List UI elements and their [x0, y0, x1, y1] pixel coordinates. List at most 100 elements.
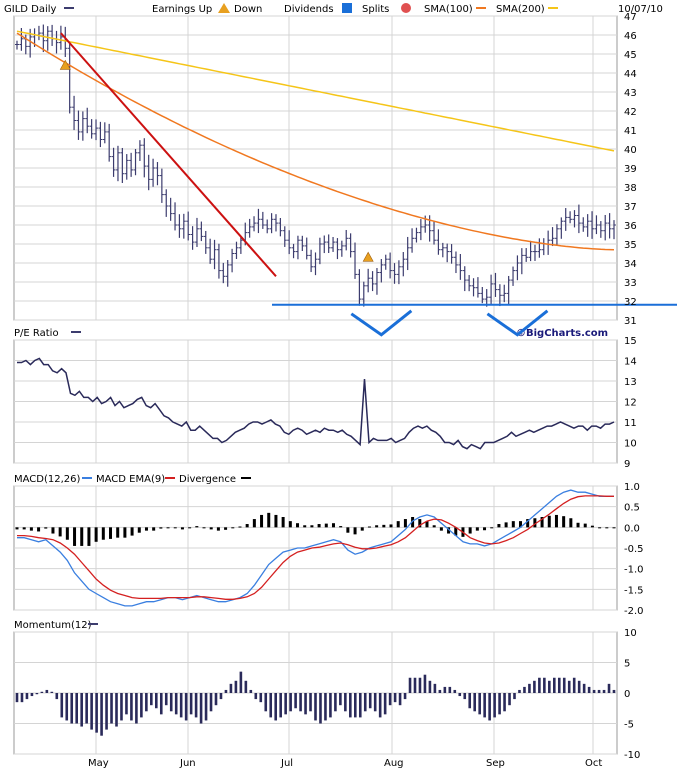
divergence-bar	[432, 525, 436, 528]
momentum-bar	[55, 693, 59, 700]
divergence-bar	[475, 527, 479, 531]
divergence-bar	[109, 527, 113, 539]
divergence-bar	[533, 518, 537, 528]
momentum-bar	[299, 693, 302, 712]
x-tick-label: Aug	[384, 758, 404, 769]
momentum-bar	[229, 683, 233, 693]
divergence-bar	[260, 514, 264, 528]
momentum-bar	[199, 693, 203, 724]
momentum-bar	[219, 693, 223, 700]
price-y-tick-label: 40	[624, 145, 637, 156]
divergence-bar	[296, 523, 300, 528]
momentum-header: Momentum(12)	[14, 620, 98, 631]
divergence-bar	[195, 526, 199, 528]
momentum-bar	[254, 693, 258, 700]
momentum-bar	[65, 693, 69, 721]
x-tick-label: Jul	[280, 758, 293, 769]
price-y-tick-label: 41	[624, 126, 637, 137]
warning-triangle-icon	[218, 3, 230, 13]
pe-ratio-line	[17, 357, 615, 450]
downtrend-line	[60, 32, 277, 277]
divergence-bar	[274, 514, 278, 528]
divergence-bar	[29, 527, 33, 531]
momentum-bar	[358, 693, 362, 718]
momentum-bar	[587, 686, 591, 693]
symbol-line-swatch	[64, 7, 74, 9]
divergence-bar	[339, 526, 343, 528]
momentum-bar	[50, 691, 54, 693]
momentum-bar	[498, 693, 501, 715]
momentum-bar	[304, 693, 307, 715]
mom-y-tick-label: -5	[624, 720, 634, 731]
momentum-bar	[413, 677, 417, 693]
mom-y-tick-label: -10	[624, 750, 640, 761]
momentum-bar	[543, 677, 546, 693]
momentum-bar	[194, 693, 198, 718]
double-bottom-mark	[350, 309, 413, 337]
divergence-bar	[540, 517, 544, 528]
momentum-bar	[40, 691, 44, 693]
momentum-bar	[488, 693, 491, 721]
momentum-bar	[140, 693, 143, 718]
dividends-label: Dividends	[284, 4, 334, 15]
momentum-bar	[577, 680, 581, 693]
momentum-bar	[100, 693, 103, 736]
momentum-bar	[294, 693, 297, 709]
symbol-label: GILD Daily	[4, 4, 57, 15]
dividend-d-icon	[342, 3, 352, 13]
divergence-bar	[281, 517, 285, 528]
momentum-bar	[378, 693, 382, 718]
x-tick-label: May	[88, 758, 109, 769]
divergence-bar	[51, 527, 55, 534]
momentum-bar	[239, 671, 243, 693]
momentum-bar	[423, 674, 427, 693]
divergence-bar	[224, 527, 228, 530]
pe-header: P/E Ratio ©BigCharts.com	[14, 328, 608, 339]
macd-y-tick-label: 1.0	[624, 482, 640, 493]
pe-title: P/E Ratio	[14, 328, 59, 339]
momentum-bar	[179, 693, 183, 718]
macd-ema-line	[17, 495, 614, 600]
divergence-bar	[346, 527, 350, 533]
sma200-swatch	[548, 7, 558, 9]
divergence-bar	[425, 521, 429, 528]
momentum-bar	[513, 693, 516, 700]
pe-y-tick-label: 13	[624, 377, 637, 388]
momentum-bar	[309, 693, 312, 712]
momentum-bar	[373, 693, 377, 712]
divergence-bar	[37, 527, 41, 532]
momentum-bar	[279, 693, 282, 718]
momentum-bar	[443, 686, 447, 693]
divergence-bar	[73, 527, 77, 546]
macd-y-tick-label: -0.5	[624, 544, 644, 555]
momentum-bar	[110, 693, 113, 724]
macd-ema-swatch	[165, 477, 175, 479]
momentum-bar	[75, 693, 78, 724]
momentum-bar	[493, 693, 496, 718]
momentum-bar	[478, 693, 481, 715]
momentum-bar	[473, 693, 476, 712]
divergence-bar	[173, 527, 177, 529]
divergence-bar	[216, 527, 220, 531]
momentum-bar	[60, 693, 64, 718]
divergence-bar	[80, 527, 84, 546]
momentum-bar	[562, 677, 566, 693]
divergence-bar	[317, 524, 321, 528]
splits-label: Splits	[362, 4, 389, 15]
price-y-tick-label: 43	[624, 88, 637, 99]
x-tick-label: Jun	[179, 758, 196, 769]
bigcharts-brand: ©BigCharts.com	[516, 328, 608, 339]
momentum-bar	[398, 693, 402, 706]
price-y-tick-label: 35	[624, 240, 637, 251]
momentum-bar	[518, 689, 521, 693]
momentum-bar	[438, 689, 442, 693]
down-label: Down	[234, 4, 262, 15]
divergence-bar	[526, 519, 530, 528]
momentum-bar	[155, 693, 158, 709]
macd-line	[17, 489, 614, 607]
divergence-bar	[180, 527, 184, 530]
divergence-bar	[403, 519, 407, 528]
momentum-bar	[388, 693, 392, 706]
price-y-tick-label: 45	[624, 50, 637, 61]
